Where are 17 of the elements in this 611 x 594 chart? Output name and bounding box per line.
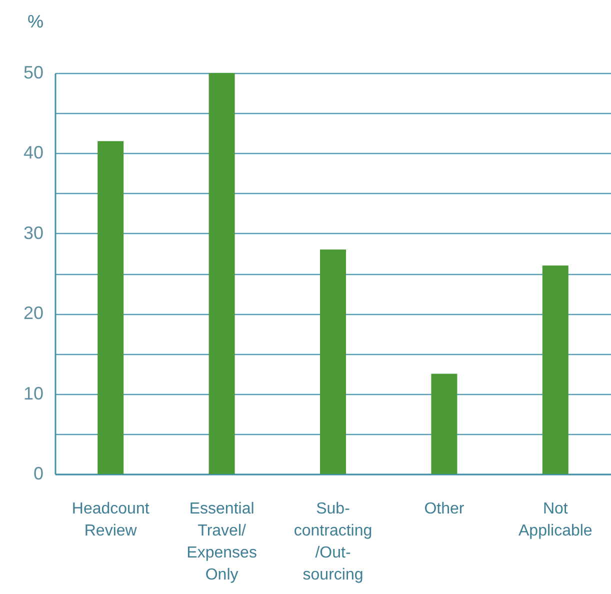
bar — [98, 141, 124, 474]
y-tick-label: 0 — [33, 464, 44, 484]
x-tick-label: Other — [424, 500, 465, 518]
x-tick-label: Essential Travel/ Expenses Only — [186, 500, 257, 584]
bar — [208, 73, 235, 474]
y-axis-title: % — [28, 12, 44, 32]
y-tick-label: 30 — [23, 222, 44, 243]
y-tick-label: 40 — [23, 142, 44, 163]
x-tick-label: Not Applicable — [518, 500, 592, 540]
y-tick-label: 50 — [23, 62, 44, 82]
bar — [542, 265, 568, 474]
y-tick-label: 10 — [23, 383, 44, 404]
bar — [320, 249, 346, 474]
x-tick-label: Headcount Review — [72, 500, 150, 540]
y-tick-label: 20 — [23, 303, 44, 324]
bar — [431, 374, 458, 474]
x-tick-label: Sub- contracting /Out- sourcing — [294, 500, 372, 584]
